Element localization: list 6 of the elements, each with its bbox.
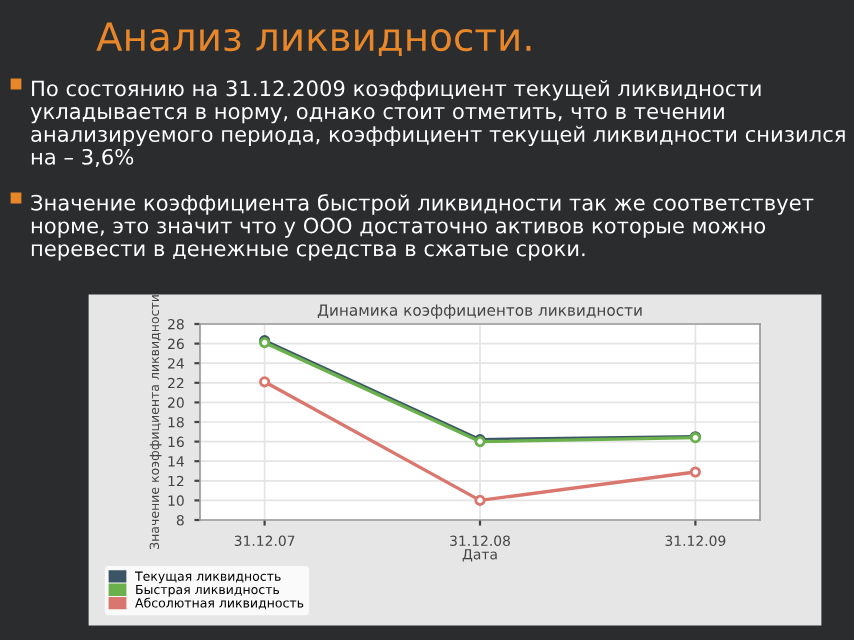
point [474, 494, 486, 506]
text: По состоянию на 31.12.2009 коэффициент текущей ликвидности укладывается в норму, однако стоит отметить, что в течении анализируемого периода, коэффициент текущей ликвидности снизился на – 3,6% [30, 80, 845, 168]
chart-title: Анализ ликвидности. [96, 22, 531, 57]
text: Значение коэффициента быстрой ликвидности так же соответствует норме, это значит что у ООО достаточно активов которые можно перевести в денежные средства в сжатые сроки. [31, 194, 814, 261]
point [689, 466, 701, 478]
point [259, 376, 271, 388]
